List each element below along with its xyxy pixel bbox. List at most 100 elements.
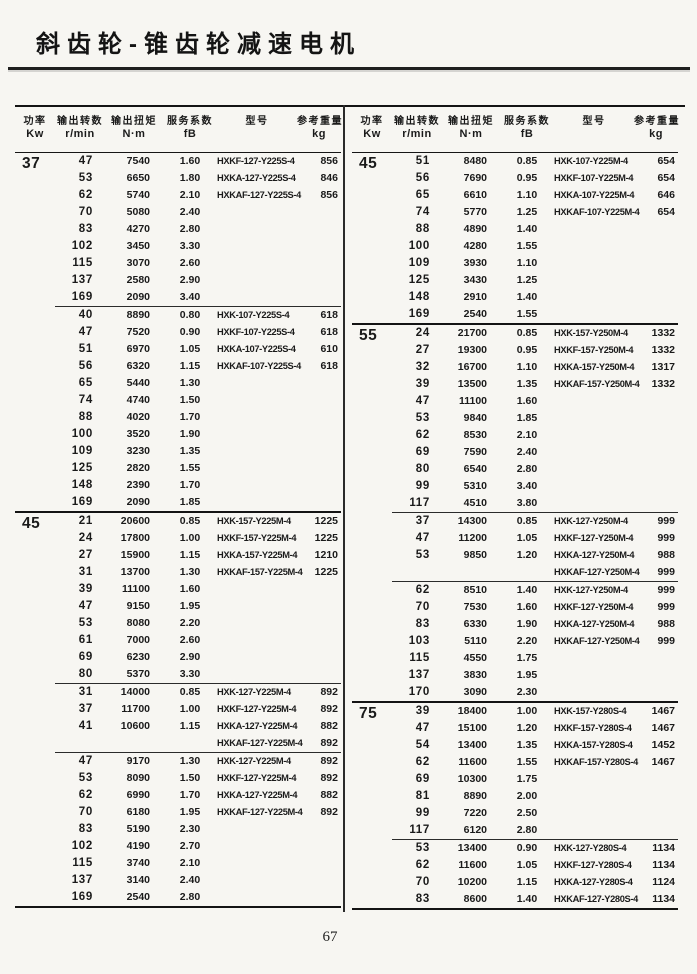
table-row: 27 19300 0.95 HXKF-157-Y250M-4 1332 xyxy=(392,342,678,359)
speed-cell: 69 xyxy=(415,773,430,785)
fb-cell: 2.80 xyxy=(179,223,201,235)
torque-cell: 4740 xyxy=(126,394,150,406)
torque-cell: 20600 xyxy=(120,515,150,527)
weight-cell: 1452 xyxy=(651,739,675,751)
fb-cell: 1.55 xyxy=(179,462,201,474)
torque-cell: 8090 xyxy=(126,772,150,784)
fb-cell: 1.20 xyxy=(516,722,538,734)
header-torque-cn: 输出扭矩 xyxy=(448,115,494,127)
speed-cell: 88 xyxy=(415,223,430,235)
torque-cell: 4550 xyxy=(463,652,487,664)
torque-cell: 18400 xyxy=(457,705,487,717)
speed-cell: 80 xyxy=(415,463,430,475)
model-cell: HXKA-127-Y250M-4 xyxy=(554,619,635,629)
torque-cell: 9150 xyxy=(126,600,150,612)
header-service-factor: 服务系数 fB xyxy=(500,116,554,142)
table-row: 69 10300 1.75 xyxy=(392,771,678,788)
table-row: 62 6990 1.70 HXKA-127-Y225M-4 882 xyxy=(55,787,341,804)
model-cell: HXKF-127-Y225M-4 xyxy=(217,773,297,783)
fb-cell: 0.85 xyxy=(516,327,538,339)
header-speed-en: r/min xyxy=(402,128,432,141)
table-row: 69 6230 2.90 xyxy=(55,649,341,666)
page-title: 斜齿轮-锥齿轮减速电机 xyxy=(36,31,361,58)
fb-cell: 1.90 xyxy=(179,428,201,440)
fb-cell: 1.40 xyxy=(516,223,538,235)
fb-cell: 1.70 xyxy=(179,479,201,491)
model-cell: HXKAF-157-Y225M-4 xyxy=(217,567,303,577)
power-cell xyxy=(15,752,55,906)
torque-cell: 5190 xyxy=(126,823,150,835)
table-row: 83 6330 1.90 HXKA-127-Y250M-4 988 xyxy=(392,616,678,633)
fb-cell: 1.35 xyxy=(516,739,538,751)
fb-cell: 2.60 xyxy=(179,634,201,646)
group-rows: 31 14000 0.85 HXK-127-Y225M-4 892 37 11700 1.00… xyxy=(55,683,341,752)
speed-cell: 169 xyxy=(71,291,93,303)
torque-cell: 10200 xyxy=(457,876,487,888)
fb-cell: 0.85 xyxy=(516,515,538,527)
fb-cell: 2.10 xyxy=(516,429,538,441)
torque-cell: 13700 xyxy=(120,566,150,578)
weight-cell: 999 xyxy=(657,515,675,527)
table-row: 41 10600 1.15 HXKA-127-Y225M-4 882 xyxy=(55,718,341,735)
header-torque-cn: 输出扭矩 xyxy=(111,115,157,127)
table-row: 148 2390 1.70 xyxy=(55,477,341,494)
torque-cell: 2390 xyxy=(126,479,150,491)
speed-cell: 70 xyxy=(78,806,93,818)
weight-cell: 999 xyxy=(657,566,675,578)
speed-cell: 83 xyxy=(78,223,93,235)
torque-cell: 3520 xyxy=(126,428,150,440)
power-cell: 45 xyxy=(15,513,55,683)
fb-cell: 1.05 xyxy=(516,532,538,544)
fb-cell: 1.70 xyxy=(179,411,201,423)
torque-cell: 9850 xyxy=(463,549,487,561)
torque-cell: 2820 xyxy=(126,462,150,474)
table-row: 53 8080 2.20 xyxy=(55,615,341,632)
speed-cell: 137 xyxy=(71,274,93,286)
weight-cell: 988 xyxy=(657,618,675,630)
speed-cell: 51 xyxy=(78,343,93,355)
table-row: 53 9840 1.85 xyxy=(392,410,678,427)
table-row: 65 6610 1.10 HXKA-107-Y225M-4 646 xyxy=(392,187,678,204)
table-row: 37 11700 1.00 HXKF-127-Y225M-4 892 xyxy=(55,701,341,718)
model-cell: HXKA-127-Y250M-4 xyxy=(554,550,635,560)
group-rows: 62 8510 1.40 HXK-127-Y250M-4 999 70 7530 1.60 HX… xyxy=(392,581,678,701)
model-cell: HXKF-127-Y225M-4 xyxy=(217,704,297,714)
fb-cell: 0.85 xyxy=(179,686,201,698)
table-row: 74 4740 1.50 xyxy=(55,392,341,409)
fb-cell: 1.55 xyxy=(516,240,538,252)
fb-cell: 1.60 xyxy=(179,155,201,167)
fb-cell: 2.40 xyxy=(179,874,201,886)
torque-cell: 2090 xyxy=(126,291,150,303)
fb-cell: 1.00 xyxy=(179,532,201,544)
table-row: 51 8480 0.85 HXK-107-Y225M-4 654 xyxy=(392,153,678,170)
torque-cell: 2540 xyxy=(126,891,150,903)
model-cell: HXKAF-157-Y250M-4 xyxy=(554,379,640,389)
header-service-en: fB xyxy=(183,128,197,141)
speed-cell: 37 xyxy=(78,703,93,715)
table-row: 88 4890 1.40 xyxy=(392,221,678,238)
table-row: 51 6970 1.05 HXKA-107-Y225S-4 610 xyxy=(55,341,341,358)
weight-cell: 1467 xyxy=(651,705,675,717)
fb-cell: 1.55 xyxy=(516,756,538,768)
fb-cell: 2.00 xyxy=(516,790,538,802)
header-model-cn: 型号 xyxy=(245,115,269,127)
group-rows: 21 20600 0.85 HXK-157-Y225M-4 1225 24 17800 1.0… xyxy=(55,513,341,683)
torque-cell: 19300 xyxy=(457,344,487,356)
torque-cell: 13400 xyxy=(457,842,487,854)
spec-table-left-half: 功率 Kw 输出转数 r/min 输出扭矩 N·m 服务系数 fB 型号 参考重… xyxy=(15,108,342,908)
speed-cell: 125 xyxy=(408,274,430,286)
fb-cell: 2.30 xyxy=(179,823,201,835)
model-cell: HXK-107-Y225S-4 xyxy=(217,310,290,320)
torque-cell: 2580 xyxy=(126,274,150,286)
model-cell: HXKF-107-Y225S-4 xyxy=(217,327,295,337)
fb-cell: 3.40 xyxy=(516,480,538,492)
speed-cell: 115 xyxy=(72,257,93,269)
table-row: 65 5440 1.30 xyxy=(55,375,341,392)
table-row: 62 8510 1.40 HXK-127-Y250M-4 999 xyxy=(392,582,678,599)
table-body-left: 37 47 7540 1.60 HXKF-127-Y225S-4 856 53 6650 1.8… xyxy=(15,153,341,906)
torque-cell: 6230 xyxy=(126,651,150,663)
torque-cell: 4020 xyxy=(126,411,150,423)
torque-cell: 6330 xyxy=(463,618,487,630)
table-row: 47 9150 1.95 xyxy=(55,598,341,615)
fb-cell: 3.30 xyxy=(179,668,201,680)
